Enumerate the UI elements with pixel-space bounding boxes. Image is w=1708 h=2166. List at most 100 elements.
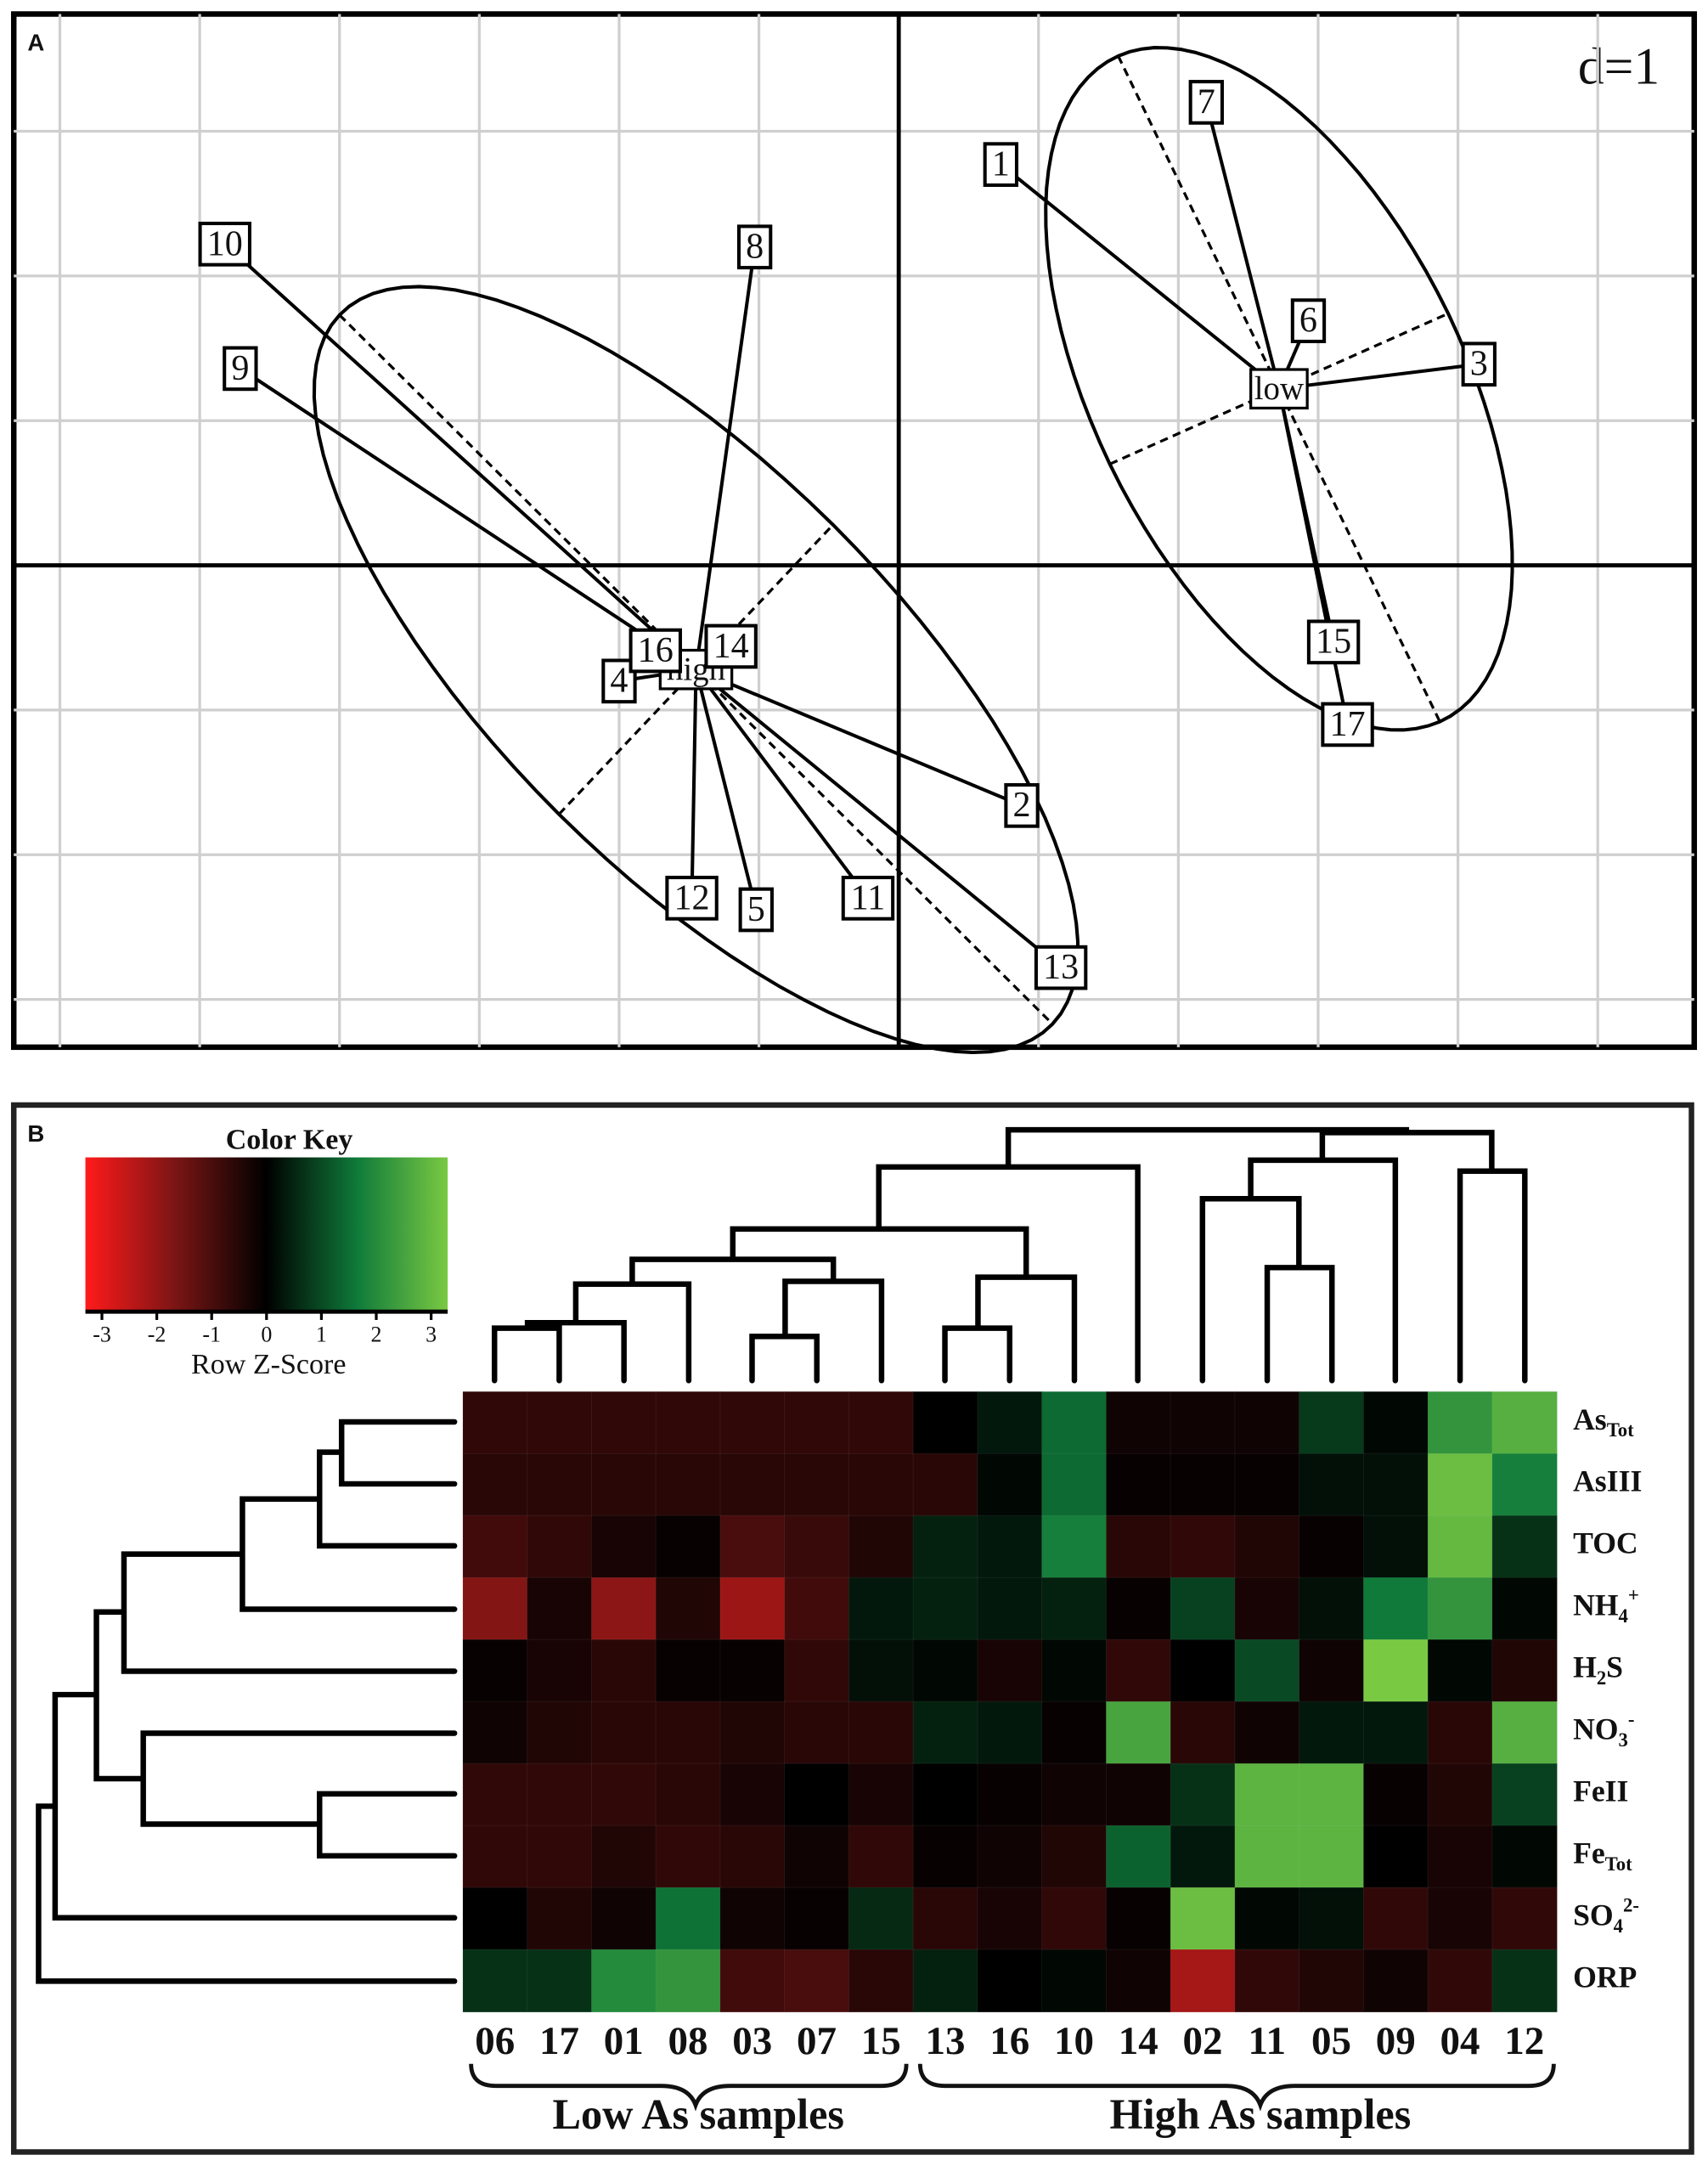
heatmap-cell: [1427, 1577, 1494, 1641]
heatmap-cell: [848, 1949, 915, 2013]
heatmap-cell: [784, 1577, 850, 1641]
heatmap-cell: [912, 1452, 979, 1517]
brace: [917, 2063, 1556, 2112]
heatmap-cell: [977, 1701, 1043, 1765]
column-label: 15: [861, 2019, 901, 2063]
heatmap-cell: [719, 1887, 786, 1951]
heatmap-cell: [912, 1390, 979, 1455]
heatmap-cell: [655, 1639, 722, 1703]
heatmap-cell: [527, 1515, 593, 1579]
row-label-part: 2: [1597, 1667, 1606, 1689]
heatmap-cell: [1170, 1763, 1237, 1827]
color-key: [85, 1157, 448, 1312]
row-label: TOC: [1573, 1526, 1638, 1560]
heatmap-cell: [655, 1452, 722, 1517]
heatmap-cell: [1491, 1887, 1558, 1951]
heatmap-cell: [462, 1887, 528, 1951]
centroid-label: low: [1254, 370, 1304, 407]
heatmap-cell: [1299, 1887, 1365, 1951]
heatmap-cell: [527, 1390, 593, 1455]
column-label: 01: [604, 2019, 644, 2063]
heatmap-cell: [1491, 1452, 1558, 1517]
heatmap-cell: [1170, 1639, 1237, 1703]
heatmap-cell: [912, 1515, 979, 1579]
heatmap-cell: [1427, 1390, 1494, 1455]
heatmap-cell: [784, 1452, 850, 1517]
heatmap-cell: [1234, 1515, 1300, 1579]
heatmap-cell: [848, 1515, 915, 1579]
row-label: FeII: [1573, 1774, 1628, 1808]
point-box: [1290, 298, 1327, 344]
point-label: 10: [207, 223, 243, 263]
heatmap-cell: [655, 1825, 722, 1889]
point-box: [841, 876, 895, 921]
row-label-part: ORP: [1573, 1960, 1637, 1994]
row-label-part: NO: [1573, 1712, 1618, 1746]
key-tick-label: -3: [93, 1322, 111, 1346]
point-label: 15: [1316, 622, 1351, 662]
heatmap-cell: [977, 1577, 1043, 1641]
heatmap-cell: [784, 1887, 850, 1951]
heatmap-cell: [1234, 1763, 1300, 1827]
row-label-part: As: [1573, 1402, 1607, 1436]
point-box: [629, 628, 682, 674]
heatmap-cell: [1041, 1639, 1108, 1703]
heatmap-cell: [912, 1949, 979, 2013]
heatmap-cell: [1170, 1390, 1237, 1455]
heatmap-cell: [462, 1639, 528, 1703]
heatmap-cell: [719, 1452, 786, 1517]
heatmap-cell: [1041, 1949, 1108, 2013]
heatmap-cell: [1234, 1639, 1300, 1703]
key-tick-label: 2: [371, 1322, 382, 1346]
heatmap-cell: [1362, 1887, 1429, 1951]
heatmap-cell: [784, 1763, 850, 1827]
heatmap-cell: [977, 1763, 1043, 1827]
row-label-part: Tot: [1605, 1853, 1632, 1875]
row-label: NH4+: [1573, 1585, 1639, 1627]
column-dendrogram: [491, 1126, 1528, 1384]
heatmap-cell: [1234, 1390, 1300, 1455]
heatmap-cell: [1362, 1639, 1429, 1703]
heatmap-cell: [1041, 1825, 1108, 1889]
heatmap-cell: [1170, 1452, 1237, 1517]
heatmap-cell: [1105, 1701, 1172, 1765]
column-label: 06: [475, 2019, 515, 2063]
heatmap-cell: [462, 1949, 528, 2013]
point-label: 5: [747, 889, 765, 929]
row-label-part: 2-: [1623, 1895, 1639, 1916]
heatmap-cell: [655, 1701, 722, 1765]
point-box: [198, 222, 251, 267]
heatmap-cell: [1491, 1639, 1558, 1703]
row-label: AsTot: [1573, 1402, 1634, 1441]
heatmap-cell: [1299, 1639, 1365, 1703]
heatmap-cell: [1362, 1515, 1429, 1579]
key-tick-label: 0: [261, 1322, 272, 1346]
heatmap-cell: [655, 1515, 722, 1579]
heatmap-cell: [655, 1887, 722, 1951]
heatmap-cell: [719, 1390, 786, 1455]
point-label: 9: [231, 348, 249, 388]
heatmap-cell: [848, 1701, 915, 1765]
heatmap-cell: [1362, 1390, 1429, 1455]
heatmap-cell: [977, 1515, 1043, 1579]
heatmap-cell: [977, 1452, 1043, 1517]
panel-label: A: [27, 29, 44, 55]
heatmap-cell: [977, 1949, 1043, 2013]
heatmap-cell: [591, 1701, 657, 1765]
heatmap-cell: [1170, 1887, 1237, 1951]
point-label: 16: [638, 630, 674, 670]
heatmap-cell: [1362, 1825, 1429, 1889]
heatmap-cell: [848, 1452, 915, 1517]
key-tick-label: 3: [426, 1322, 437, 1346]
heatmap-cell: [1041, 1515, 1108, 1579]
heatmap-cell: [1362, 1452, 1429, 1517]
star-line: [239, 367, 697, 671]
heatmap-cell: [1041, 1763, 1108, 1827]
heatmap-cell: [591, 1887, 657, 1951]
star-line: [1278, 362, 1480, 391]
row-label-part: H: [1573, 1650, 1597, 1684]
point-label: 11: [851, 877, 886, 917]
point-label: 1: [992, 144, 1010, 184]
row-label-part: 3: [1619, 1729, 1628, 1751]
